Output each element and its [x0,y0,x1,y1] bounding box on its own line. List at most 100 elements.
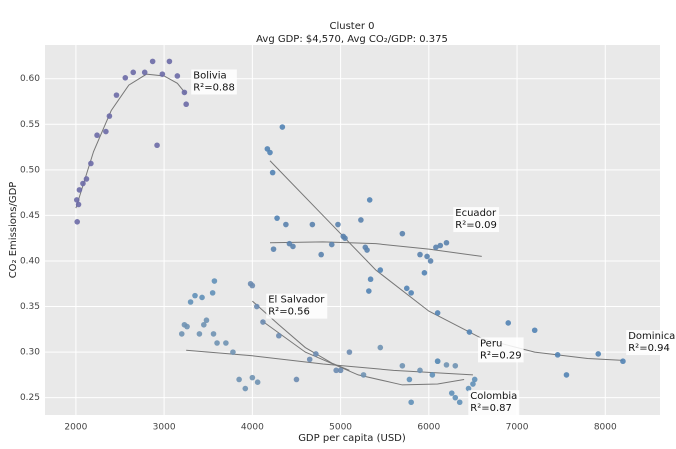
annotation-name: El Salvador [268,295,325,306]
annotation-name: Bolivia [193,70,226,81]
point [113,92,120,98]
point [249,282,256,289]
point [253,303,260,310]
annotation-box [626,330,676,356]
point [192,292,198,299]
point [178,331,185,337]
y-tick-label: 0.50 [20,165,40,175]
point [149,58,156,65]
point [154,142,160,149]
point [279,124,286,130]
point [260,319,266,325]
annotation-box [191,69,237,95]
point [563,372,570,378]
point [75,201,82,208]
x-tick-label: 6000 [417,423,440,433]
x-tick-label: 7000 [506,423,529,433]
point [360,372,367,378]
point [203,317,210,324]
point [318,251,324,258]
point [434,358,441,365]
annotation-box [266,293,328,319]
point [276,332,282,339]
fit-line [75,73,187,209]
point [159,71,166,77]
point [433,244,439,251]
point [427,258,434,264]
point [83,176,90,182]
point [210,331,217,337]
fit-line [260,319,465,386]
point [554,352,561,358]
point [505,320,512,326]
point [399,362,406,369]
annotation-name: Peru [480,338,502,349]
point [595,351,602,357]
point [437,242,444,249]
annotation-r2: R²=0.94 [628,343,670,354]
point [403,285,410,292]
point [80,180,86,187]
point [201,321,207,328]
annotation-name: Colombia [470,391,517,402]
annotation: DominicanR²=0.94 [626,330,676,356]
point [364,247,370,253]
fit-line [269,241,482,257]
point [181,89,188,96]
point [306,356,313,363]
point [283,221,289,228]
point [452,394,459,401]
point [267,149,273,156]
chart-title: Cluster 0 [329,21,374,32]
point [424,253,430,260]
point [166,58,173,65]
y-axis-label: CO₂ Emissions/GDP [8,182,19,279]
point [452,362,459,369]
y-tick-label: 0.60 [20,74,40,84]
point [196,331,203,337]
point [106,113,113,119]
point [333,367,339,374]
point [443,239,450,246]
point [434,310,441,316]
point [531,327,538,334]
point [254,379,261,385]
point [417,251,423,258]
point [313,351,319,357]
point [328,241,335,248]
annotation-r2: R²=0.29 [480,350,522,361]
point [242,385,249,392]
annotation-box [453,207,500,233]
point [337,367,344,374]
annotation-r2: R²=0.88 [193,82,235,93]
point [456,399,463,406]
point [448,390,455,396]
point [399,230,406,237]
point [183,101,189,108]
point [429,372,436,378]
point [174,73,181,79]
x-tick-label: 8000 [594,423,617,433]
point [293,376,300,383]
point [74,218,81,225]
point [141,69,148,76]
point [358,217,364,223]
point [269,169,276,176]
point [290,243,296,250]
point [335,221,341,228]
point [408,399,414,406]
point [309,221,316,228]
x-axis-label: GDP per capita (USD) [298,433,406,444]
fit-line [269,160,623,361]
point [421,270,428,276]
point [377,267,384,273]
point [443,362,450,368]
point [620,358,626,365]
chart-subtitle: Avg GDP: $4,570, Avg CO₂/GDP: 0.375 [256,34,448,45]
point [223,340,229,346]
